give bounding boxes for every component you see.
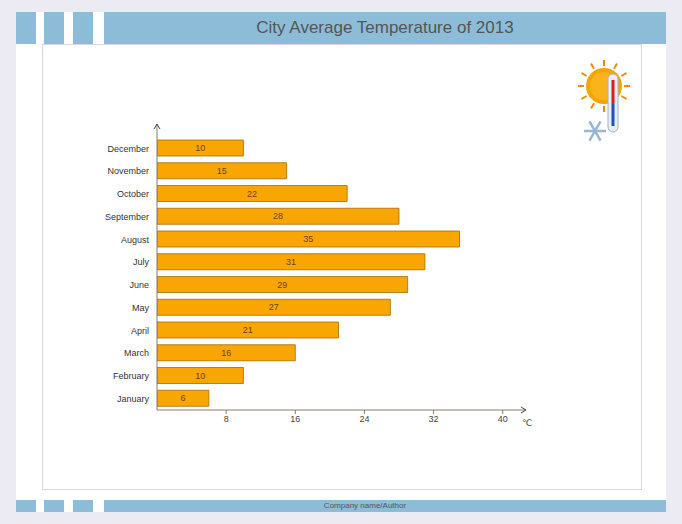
svg-text:21: 21 — [243, 325, 253, 335]
svg-text:35: 35 — [303, 234, 313, 244]
svg-text:24: 24 — [359, 414, 369, 424]
svg-text:January: January — [117, 394, 150, 404]
svg-text:8: 8 — [224, 414, 229, 424]
svg-text:October: October — [117, 189, 149, 199]
svg-text:10: 10 — [195, 371, 205, 381]
svg-text:September: September — [105, 212, 149, 222]
svg-text:32: 32 — [429, 414, 439, 424]
html-text:City Average Temperature of 20: City Average Temperature of 2013 — [256, 18, 514, 37]
svg-text:15: 15 — [217, 166, 227, 176]
svg-text:July: July — [133, 257, 150, 267]
svg-text:February: February — [113, 371, 150, 381]
svg-text:April: April — [131, 326, 149, 336]
svg-text:November: November — [107, 166, 149, 176]
svg-text:June: June — [129, 280, 149, 290]
svg-text:August: August — [121, 235, 150, 245]
html-text:Company name/Author: Company name/Author — [323, 501, 407, 510]
svg-text:6: 6 — [180, 393, 185, 403]
svg-text:40: 40 — [498, 414, 508, 424]
svg-text:28: 28 — [273, 211, 283, 221]
svg-text:March: March — [124, 348, 149, 358]
svg-text:29: 29 — [277, 280, 287, 290]
svg-text:10: 10 — [195, 143, 205, 153]
svg-text:27: 27 — [269, 302, 279, 312]
svg-text:16: 16 — [221, 348, 231, 358]
svg-text:℃: ℃ — [522, 418, 532, 428]
svg-text:May: May — [132, 303, 150, 313]
svg-text:22: 22 — [247, 189, 257, 199]
svg-text:December: December — [107, 144, 149, 154]
svg-text:16: 16 — [290, 414, 300, 424]
svg-text:31: 31 — [286, 257, 296, 267]
